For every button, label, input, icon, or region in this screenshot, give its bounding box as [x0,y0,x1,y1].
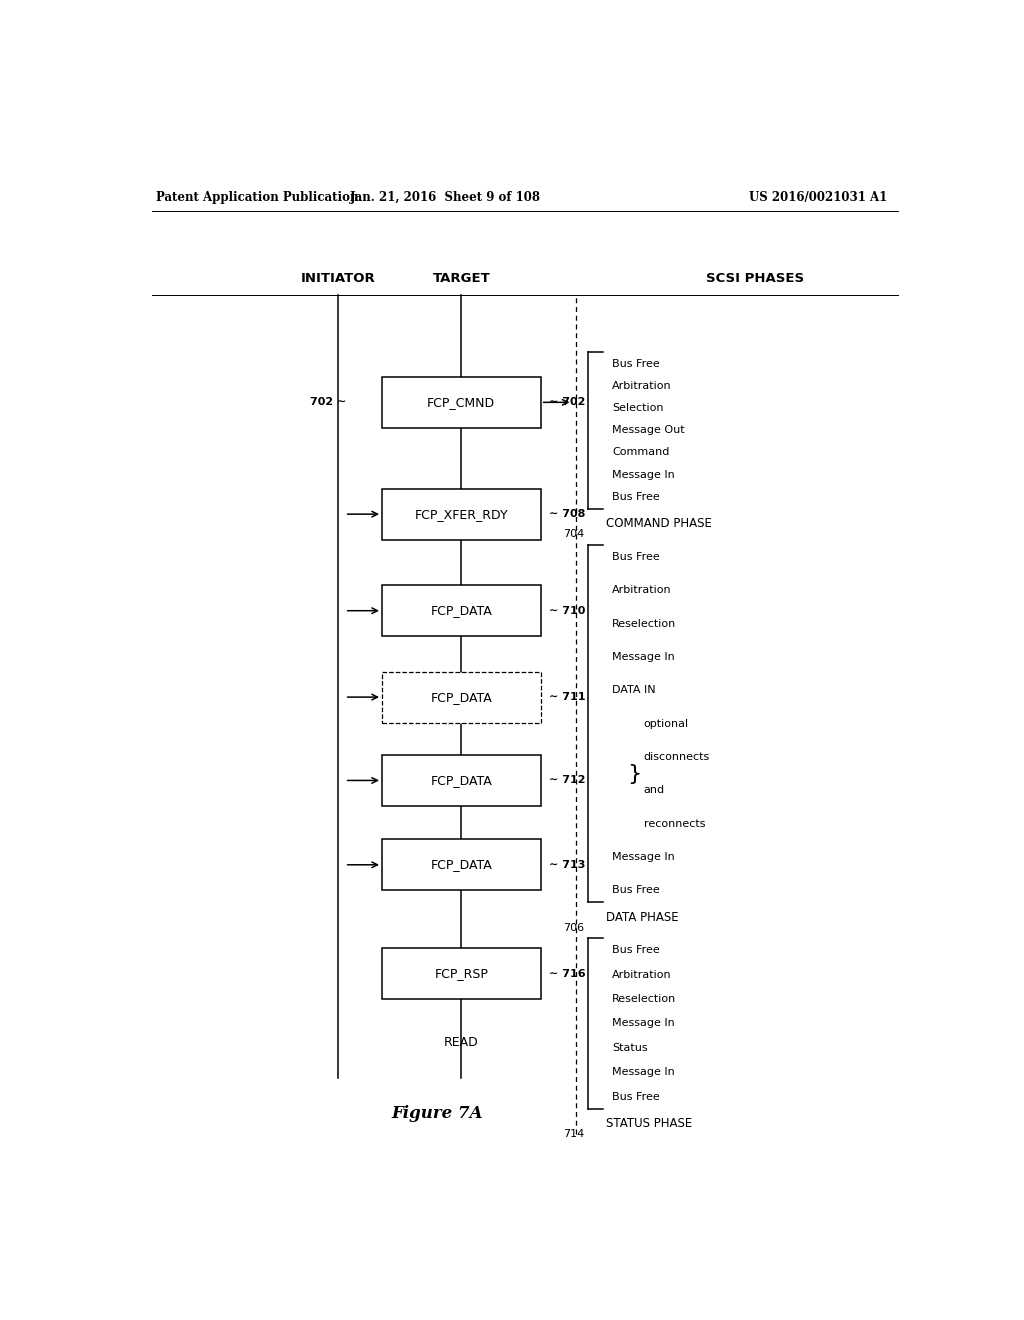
Text: ∼ 702: ∼ 702 [549,397,585,408]
Text: }: } [628,763,641,784]
Text: Message Out: Message Out [612,425,685,436]
Text: ∼ 711: ∼ 711 [549,692,585,702]
Text: Arbitration: Arbitration [612,970,672,979]
Text: disconnects: disconnects [644,752,710,762]
Text: Jan. 21, 2016  Sheet 9 of 108: Jan. 21, 2016 Sheet 9 of 108 [350,190,541,203]
Text: and: and [644,785,665,795]
Bar [382,672,541,722]
Text: 714: 714 [563,1129,585,1139]
Text: FCP_DATA: FCP_DATA [430,605,493,618]
Text: US 2016/0021031 A1: US 2016/0021031 A1 [750,190,888,203]
Text: STATUS PHASE: STATUS PHASE [606,1117,692,1130]
Text: Bus Free: Bus Free [612,552,659,562]
Text: ∼ 710: ∼ 710 [549,606,585,615]
Text: ∼ 712: ∼ 712 [549,775,585,785]
Bar [382,585,541,636]
Text: 706: 706 [563,923,585,933]
Text: ∼ 716: ∼ 716 [549,969,586,978]
Text: Message In: Message In [612,470,675,479]
Text: Bus Free: Bus Free [612,945,659,956]
Text: Patent Application Publication: Patent Application Publication [156,190,358,203]
Text: DATA IN: DATA IN [612,685,655,696]
Text: Reselection: Reselection [612,619,676,628]
Text: Bus Free: Bus Free [612,359,659,368]
Text: Bus Free: Bus Free [612,492,659,502]
Bar [382,948,541,999]
Text: Arbitration: Arbitration [612,381,672,391]
Text: Command: Command [612,447,670,458]
Bar [382,378,541,428]
Text: READ: READ [444,1036,478,1049]
Text: COMMAND PHASE: COMMAND PHASE [606,517,712,531]
Bar [382,840,541,890]
Text: FCP_XFER_RDY: FCP_XFER_RDY [415,508,508,520]
Text: FCP_CMND: FCP_CMND [427,396,496,409]
Text: Selection: Selection [612,403,664,413]
Text: FCP_DATA: FCP_DATA [430,690,493,704]
Text: FCP_DATA: FCP_DATA [430,774,493,787]
Bar [382,488,541,540]
Text: Bus Free: Bus Free [612,886,659,895]
Text: FCP_RSP: FCP_RSP [434,968,488,979]
Text: 702 ∼: 702 ∼ [310,397,346,408]
Text: Status: Status [612,1043,648,1053]
Text: optional: optional [644,718,689,729]
Text: Figure 7A: Figure 7A [392,1105,483,1122]
Text: Reselection: Reselection [612,994,676,1005]
Text: 704: 704 [563,529,585,540]
Text: FCP_DATA: FCP_DATA [430,858,493,871]
Text: ∼ 708: ∼ 708 [549,510,585,519]
Text: reconnects: reconnects [644,818,706,829]
Text: Message In: Message In [612,1067,675,1077]
Text: TARGET: TARGET [432,272,490,285]
Text: Message In: Message In [612,851,675,862]
Text: SCSI PHASES: SCSI PHASES [706,272,804,285]
Text: DATA PHASE: DATA PHASE [606,911,678,924]
Text: INITIATOR: INITIATOR [301,272,376,285]
Text: Arbitration: Arbitration [612,585,672,595]
Text: Message In: Message In [612,652,675,661]
Bar [382,755,541,805]
Text: ∼ 713: ∼ 713 [549,859,585,870]
Text: Message In: Message In [612,1018,675,1028]
Text: Bus Free: Bus Free [612,1092,659,1101]
